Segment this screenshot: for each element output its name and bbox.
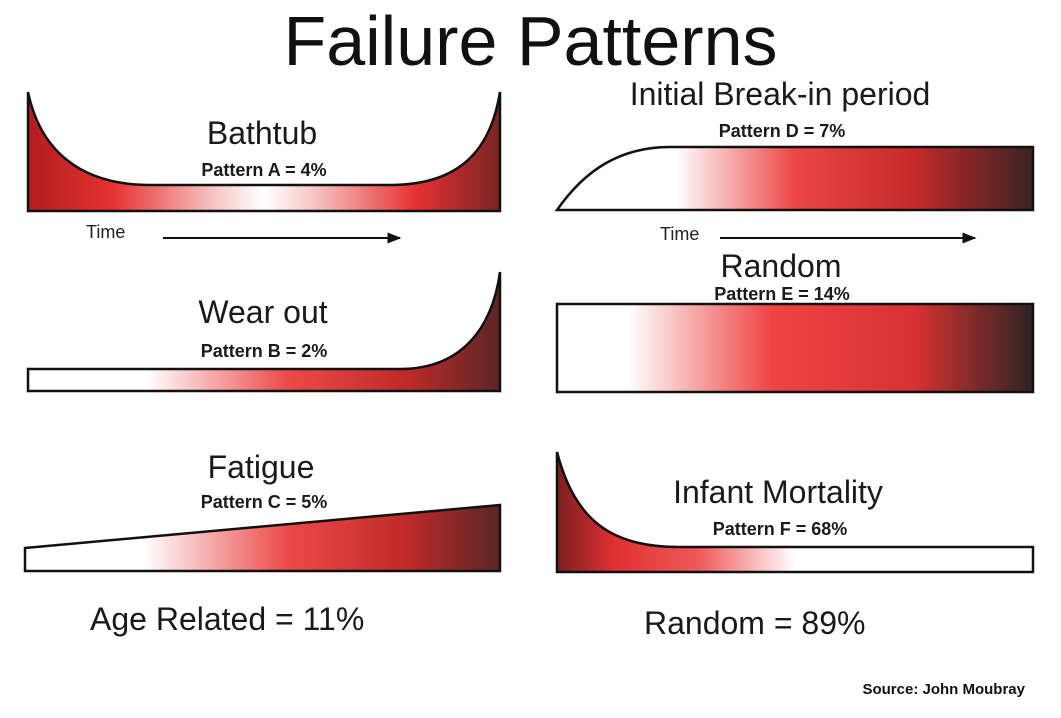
curve-bathtub <box>26 91 502 213</box>
time-label-right: Time <box>660 224 700 244</box>
summary-random: Random = 89% <box>644 605 866 641</box>
curve-random <box>555 302 1035 394</box>
curve-initial-break-in <box>554 145 1035 212</box>
curve-fatigue <box>23 503 502 573</box>
page-title: Failure Patterns <box>283 2 778 80</box>
pattern-d-label: Pattern D = 7% <box>718 121 846 141</box>
pattern-b-label: Pattern B = 2% <box>200 341 328 361</box>
pattern-f-name: Infant Mortality <box>673 474 883 510</box>
pattern-e-label: Pattern E = 14% <box>714 284 850 304</box>
time-label-left: Time <box>86 222 126 242</box>
pattern-b-name: Wear out <box>198 294 328 330</box>
pattern-c-label: Pattern C = 5% <box>200 492 328 512</box>
source-credit: Source: John Moubray <box>862 681 1025 698</box>
curve-infant-mortality <box>555 451 1035 574</box>
pattern-a-name: Bathtub <box>206 115 318 151</box>
pattern-f-label: Pattern F = 68% <box>712 519 848 539</box>
pattern-c-name: Fatigue <box>207 449 315 485</box>
pattern-e-name: Random <box>720 248 842 284</box>
curve-wear-out <box>26 271 502 393</box>
pattern-d-name: Initial Break-in period <box>629 76 931 112</box>
pattern-a-label: Pattern A = 4% <box>201 160 327 180</box>
summary-age-related: Age Related = 11% <box>90 601 365 637</box>
